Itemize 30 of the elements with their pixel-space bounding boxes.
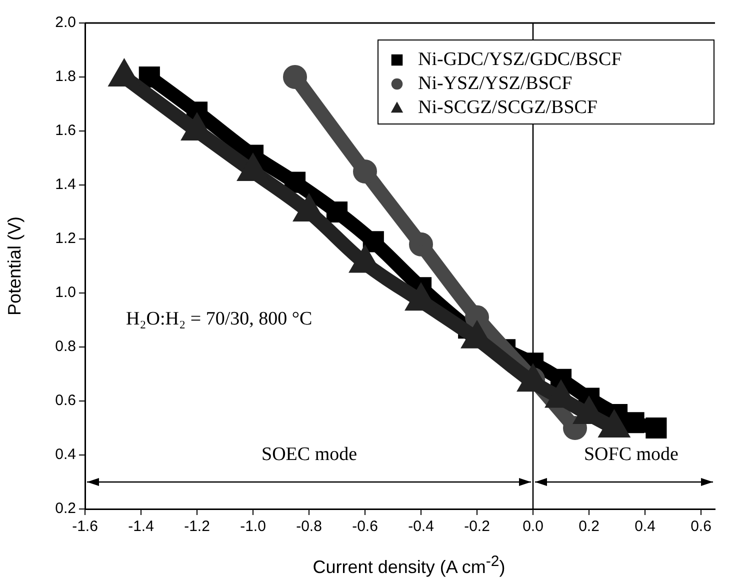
legend-label: Ni-YSZ/YSZ/BSCF [418,72,572,94]
y-tick-label: 1.6 [55,122,76,140]
y-tick-label: 1.2 [55,230,76,248]
x-tick-label: -1.2 [184,518,210,536]
x-tick-label: -1.4 [128,518,154,536]
y-tick-label: 1.0 [55,284,76,302]
x-tick-label: 0.6 [690,518,712,536]
x-tick-label: -0.4 [408,518,434,536]
x-tick-label: -0.2 [464,518,490,536]
y-tick-label: 2.0 [55,14,76,32]
x-tick-label: -1.6 [72,518,98,536]
y-tick-label: 0.8 [55,338,76,356]
y-tick-label: 1.8 [55,68,76,86]
legend-label: Ni-SCGZ/SCGZ/BSCF [418,96,598,118]
x-tick-label: 0.4 [634,518,656,536]
annotation: SOFC mode [584,444,678,466]
x-tick-label: 0.0 [522,518,544,536]
annotation: H₂O:H₂ = 70/30, 800 °C [126,308,312,330]
y-tick-label: 1.4 [55,176,76,194]
annotation: SOEC mode [262,444,358,466]
y-tick-label: 0.2 [55,500,76,518]
x-tick-label: -0.8 [296,518,322,536]
legend-label: Ni-GDC/YSZ/GDC/BSCF [418,48,622,70]
x-axis-title: Current density (A cm$^{-2}$) [312,553,506,578]
y-axis-title: Potential (V) [4,216,26,316]
y-tick-label: 0.6 [55,392,76,410]
x-tick-label: -0.6 [352,518,378,536]
x-tick-label: 0.2 [578,518,600,536]
y-tick-label: 0.4 [55,446,76,464]
x-tick-label: -1.0 [240,518,266,536]
